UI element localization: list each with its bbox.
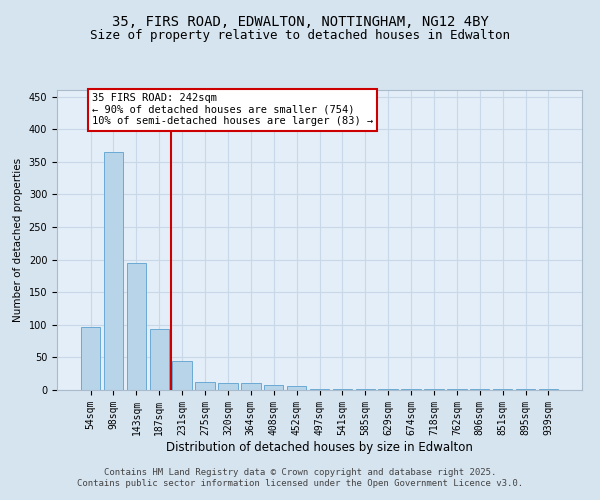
Y-axis label: Number of detached properties: Number of detached properties	[13, 158, 23, 322]
Bar	[241, 384, 260, 390]
Bar	[127, 263, 146, 390]
Text: 35 FIRS ROAD: 242sqm
← 90% of detached houses are smaller (754)
10% of semi-deta: 35 FIRS ROAD: 242sqm ← 90% of detached h…	[92, 94, 373, 126]
Bar	[264, 385, 283, 390]
Text: Size of property relative to detached houses in Edwalton: Size of property relative to detached ho…	[90, 28, 510, 42]
Bar	[81, 326, 100, 390]
Bar	[218, 384, 238, 390]
X-axis label: Distribution of detached houses by size in Edwalton: Distribution of detached houses by size …	[166, 440, 473, 454]
Bar	[196, 382, 215, 390]
Bar	[172, 360, 192, 390]
Text: Contains HM Land Registry data © Crown copyright and database right 2025.
Contai: Contains HM Land Registry data © Crown c…	[77, 468, 523, 487]
Bar	[149, 330, 169, 390]
Bar	[104, 152, 123, 390]
Bar	[287, 386, 307, 390]
Text: 35, FIRS ROAD, EDWALTON, NOTTINGHAM, NG12 4BY: 35, FIRS ROAD, EDWALTON, NOTTINGHAM, NG1…	[112, 16, 488, 30]
